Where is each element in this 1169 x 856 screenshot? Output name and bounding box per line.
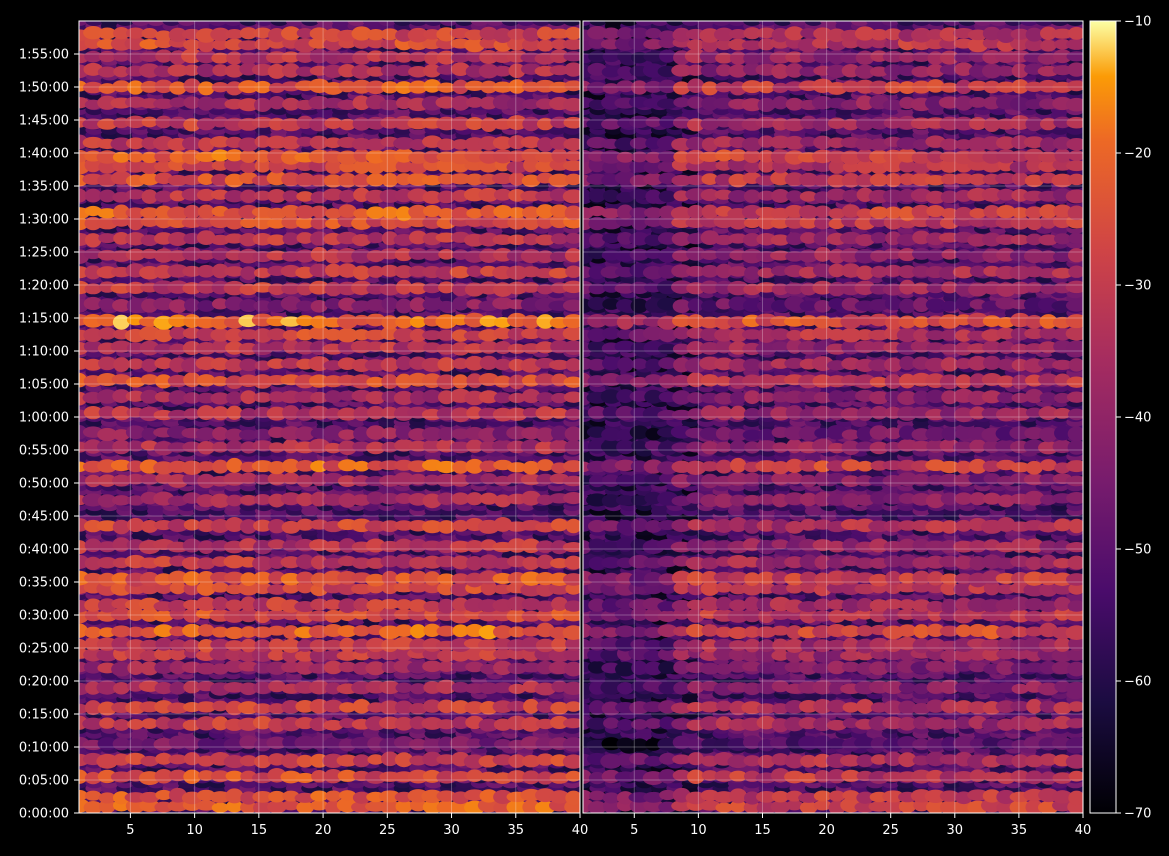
heatmap-panel-left: [79, 21, 580, 813]
